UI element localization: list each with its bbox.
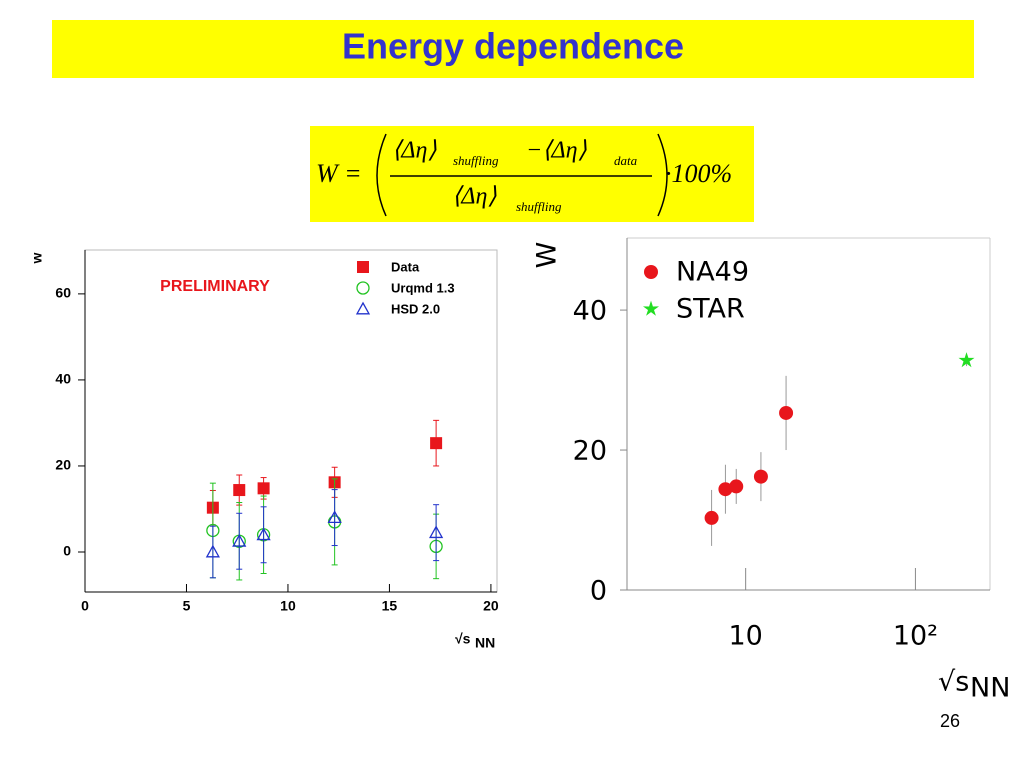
x-axis-label: √s <box>455 631 471 647</box>
x-tick-label: 10² <box>893 621 938 652</box>
marker <box>729 479 744 494</box>
x-tick-label: 20 <box>483 598 499 614</box>
title-band <box>52 20 974 78</box>
marker <box>233 484 246 497</box>
marker <box>643 300 659 316</box>
paren <box>376 133 668 217</box>
legend-label: STAR <box>676 294 745 325</box>
marker <box>257 482 270 495</box>
marker <box>357 261 369 273</box>
y-tick-label: 0 <box>63 543 71 559</box>
y-tick-label: 20 <box>573 436 607 467</box>
legend-label: Urqmd 1.3 <box>391 280 455 295</box>
x-tick-label: 5 <box>183 598 191 614</box>
annotation: PRELIMINARY <box>160 278 270 295</box>
marker <box>779 405 794 420</box>
y-axis-label: W <box>532 242 563 269</box>
formula-num-a: ⟨Δη⟩ <box>392 138 437 164</box>
x-axis-label: √s <box>938 667 969 698</box>
y-tick-label: 20 <box>55 457 71 473</box>
marker <box>356 281 370 295</box>
x-tick-label: 15 <box>382 598 398 614</box>
marker <box>430 437 443 450</box>
marker <box>256 527 271 541</box>
marker <box>704 510 719 525</box>
marker <box>958 352 975 368</box>
legend-label: Data <box>391 259 420 274</box>
formula-num-a-sub: shuffling <box>453 153 499 168</box>
page-number: 26 <box>940 711 960 731</box>
x-tick-label: 10 <box>280 598 296 614</box>
marker <box>429 525 444 539</box>
y-tick-label: 40 <box>573 296 607 327</box>
marker <box>232 533 247 547</box>
formula-den: ⟨Δη⟩ <box>452 184 497 210</box>
formula-box <box>310 126 754 222</box>
y-axis-label: w <box>29 252 45 264</box>
formula-num-b: −⟨Δη⟩ <box>526 138 588 164</box>
formula: W = ⟨Δη⟩ shuffling −⟨Δη⟩ data ⟨Δη⟩ shuff… <box>316 133 732 217</box>
x-tick-label: 10 <box>728 621 762 652</box>
formula-lhs: W = <box>316 159 362 188</box>
marker <box>753 469 768 484</box>
y-tick-label: 60 <box>55 285 71 301</box>
y-tick-label: 40 <box>55 371 71 387</box>
x-axis-label-sub: NN <box>970 673 1010 704</box>
x-tick-label: 0 <box>81 598 89 614</box>
legend-label: HSD 2.0 <box>391 301 440 316</box>
marker <box>205 544 220 558</box>
marker <box>355 301 371 315</box>
legend-label: NA49 <box>676 257 749 288</box>
marker <box>327 510 342 524</box>
marker <box>718 482 733 497</box>
formula-num-b-sub: data <box>614 153 638 168</box>
x-axis-label-sub: NN <box>475 635 495 651</box>
y-tick-label: 0 <box>590 576 607 607</box>
formula-den-sub: shuffling <box>516 199 562 214</box>
marker <box>644 265 658 279</box>
formula-factor: ·100% <box>665 159 732 188</box>
slide-title: Energy dependence <box>342 26 684 67</box>
